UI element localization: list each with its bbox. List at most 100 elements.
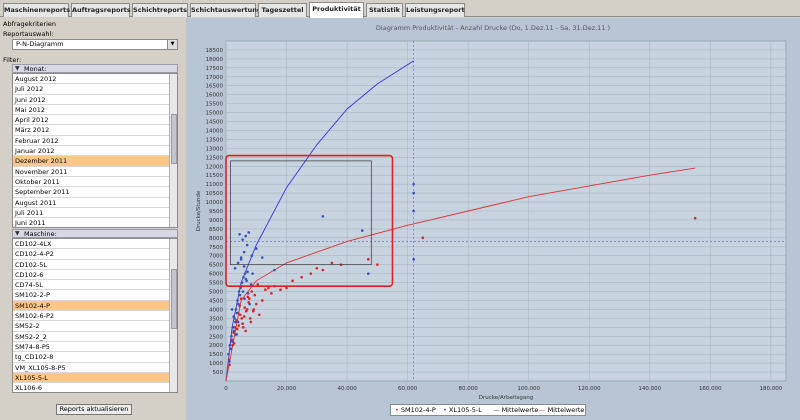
machine-list[interactable]: CD102-4LX CD102-4-P2 CD102-5L CD102-6 CD74-5… (12, 238, 178, 393)
machine-header[interactable]: ▼ Maschine: (12, 229, 178, 238)
machine-list-item[interactable]: SM52-2_2 (13, 332, 170, 342)
data-point (243, 306, 247, 309)
data-point (227, 352, 230, 356)
machine-list-item[interactable]: SM102-2-P (13, 290, 170, 301)
machine-list-item[interactable]: SM102-4-P (13, 300, 170, 312)
data-point (233, 326, 237, 329)
chart-legend: • SM102-4-P • XL105-5-L — Mittelwerte — Mit… (390, 404, 586, 416)
month-list-item[interactable]: Juni 2012 (13, 95, 170, 105)
month-list-item[interactable]: Januar 2012 (13, 146, 170, 157)
data-point (249, 320, 253, 324)
machine-list-item[interactable]: CD102-5L (13, 260, 170, 270)
refresh-reports-button[interactable]: Reports aktualisieren (56, 404, 132, 415)
data-point (234, 308, 238, 311)
machine-list-item[interactable]: CD102-4-P2 (13, 249, 170, 260)
y-tick-label: 10500 (206, 191, 224, 197)
machine-list-item[interactable]: SM74-8-P5 (13, 342, 170, 353)
data-point (315, 266, 319, 270)
y-tick-label: 3500 (209, 316, 223, 322)
month-list-item[interactable]: August 2012 (13, 74, 170, 85)
legend-item: • SM102-4-P (395, 405, 436, 415)
month-list-item[interactable]: September 2011 (13, 187, 170, 198)
y-tick-label: 9500 (209, 209, 223, 215)
data-point (228, 343, 232, 347)
chevron-down-icon[interactable]: ▼ (167, 40, 177, 49)
tab-maschinenreports[interactable]: Maschinenreports (3, 3, 70, 17)
data-point (256, 283, 260, 286)
y-tick-label: 500 (213, 370, 224, 376)
data-point (233, 266, 237, 270)
y-tick-label: 3000 (209, 325, 223, 331)
data-point (238, 313, 242, 317)
month-list-item[interactable]: August 2011 (13, 198, 170, 208)
data-point (242, 315, 246, 318)
tab-schichtauswertung[interactable]: Schichtauswertung (190, 3, 262, 17)
tab-tageszettel[interactable]: Tageszettel (258, 3, 307, 17)
zoom-selection-box (230, 160, 372, 266)
chart-svg[interactable]: 500 1000 1500 2000 2500 3000 3500 4000 4500 5000 5… (186, 18, 800, 402)
data-point (236, 299, 239, 302)
data-point (249, 283, 253, 286)
y-tick-label: 9000 (209, 218, 223, 224)
data-point (246, 295, 250, 299)
data-point (231, 326, 235, 329)
y-tick-label: 18500 (206, 48, 224, 54)
machine-list-item[interactable]: SM102-6-P2 (13, 311, 170, 322)
month-list-item[interactable]: Juni 2011 (13, 218, 170, 227)
tab-statistik[interactable]: Statistik (366, 3, 403, 17)
data-point (231, 343, 234, 347)
y-tick-label: 15000 (206, 111, 224, 117)
data-point (237, 324, 241, 327)
tab-leistungsreport[interactable]: Leistungsreport (405, 3, 465, 17)
month-list-item[interactable]: Oktober 2011 (13, 177, 170, 188)
tab-schichtreports[interactable]: Schichtreports (132, 3, 188, 17)
tab-auftragsreports[interactable]: Auftragsreports (71, 3, 131, 17)
month-scroll-thumb[interactable] (171, 114, 177, 164)
data-point (376, 263, 379, 266)
month-scrollbar[interactable] (169, 74, 177, 227)
month-list-item[interactable]: Mai 2012 (13, 105, 170, 116)
y-tick-label: 14000 (206, 128, 224, 134)
data-point (241, 290, 245, 293)
data-point (230, 308, 234, 311)
machine-list-item[interactable]: CD102-6 (13, 270, 170, 281)
data-point (244, 309, 248, 313)
tab-produktivit-t[interactable]: Produktivität (309, 2, 364, 18)
data-point (248, 297, 251, 300)
machine-list-item[interactable]: SM52-2 (13, 321, 170, 332)
report-select[interactable]: P-N-Diagramm ▼ (12, 39, 178, 50)
machine-list-item[interactable]: XL106-6 (13, 383, 170, 392)
y-tick-label: 17000 (206, 75, 224, 81)
y-tick-label: 8000 (209, 236, 223, 242)
x-tick-label: 0 (224, 386, 228, 392)
month-list-item[interactable]: Juli 2012 (13, 84, 170, 95)
legend-label: XL105-5-L (448, 406, 482, 414)
month-header[interactable]: ▼ Monat: (12, 64, 178, 73)
machine-list-item[interactable]: CD102-4LX (13, 239, 170, 250)
month-list[interactable]: August 2012 Juli 2012 Juni 2012 Mai 2012 Apr… (12, 73, 178, 228)
y-tick-label: 1000 (209, 361, 223, 367)
y-tick-label: 17500 (206, 66, 224, 72)
legend-item: • XL105-5-L (443, 405, 482, 415)
month-list-item[interactable]: Juli 2011 (13, 208, 170, 219)
month-list-item[interactable]: November 2011 (13, 167, 170, 177)
month-list-item[interactable]: April 2012 (13, 115, 170, 126)
machine-list-item[interactable]: XL105-5-L (13, 372, 170, 384)
data-point (239, 258, 243, 261)
machine-header-label: Maschine: (24, 230, 57, 238)
month-list-item[interactable]: Februar 2012 (13, 136, 170, 147)
month-header-label: Monat: (24, 65, 47, 73)
machine-scrollbar[interactable] (169, 239, 177, 392)
y-tick-label: 1500 (209, 352, 223, 358)
data-point (300, 275, 303, 279)
machine-scroll-thumb[interactable] (171, 269, 177, 329)
month-list-item[interactable]: März 2012 (13, 125, 170, 136)
machine-list-item[interactable]: tg_CD102-8 (13, 352, 170, 363)
machine-list-item[interactable]: CD74-5L (13, 280, 170, 291)
data-point (228, 360, 231, 363)
data-point (267, 286, 270, 290)
machine-list-item[interactable]: VM_XL105-8-P5 (13, 363, 170, 373)
month-list-item[interactable]: Dezember 2011 (13, 156, 170, 167)
filter-label: Filter: (3, 56, 22, 64)
data-point (241, 322, 244, 326)
